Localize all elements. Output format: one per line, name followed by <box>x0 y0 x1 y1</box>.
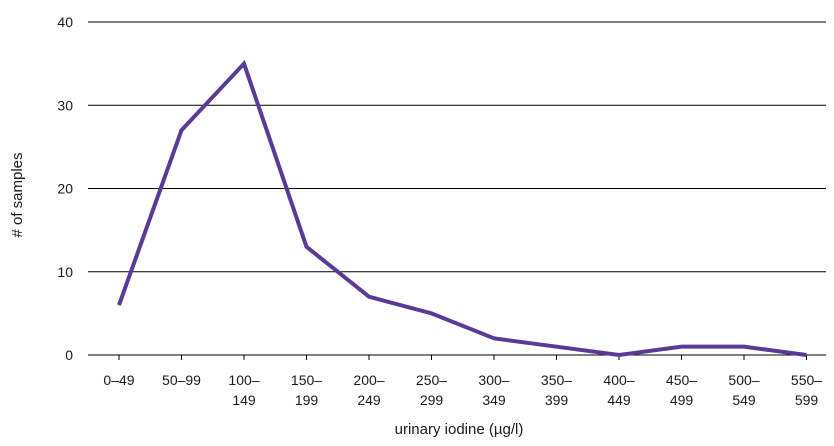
x-tick-label: 599 <box>795 392 819 408</box>
x-tick-label: 250– <box>416 372 447 388</box>
data-point <box>306 246 307 248</box>
x-tick-label: 500– <box>728 372 759 388</box>
x-tick-label: 349 <box>482 392 506 408</box>
x-tick-label: 350– <box>541 372 572 388</box>
x-tick-label: 550– <box>791 372 822 388</box>
y-tick-label: 20 <box>57 181 73 197</box>
y-tick-label: 10 <box>57 264 73 280</box>
data-point <box>743 346 745 348</box>
y-axis-ticks: 0 10 20 30 40 <box>57 14 73 363</box>
data-point <box>243 63 245 65</box>
x-tick-label: 149 <box>232 392 256 408</box>
x-tick-label: 249 <box>357 392 381 408</box>
x-tick-label: 399 <box>545 392 569 408</box>
data-point <box>806 354 807 356</box>
x-tick-label: 499 <box>670 392 694 408</box>
series-layer <box>117 59 807 358</box>
series-line <box>117 59 807 358</box>
x-tick-label: 450– <box>666 372 697 388</box>
x-axis-ticks: 0–49 50–99 100– 149 150– 199 200– 249 250– 299 300… <box>103 355 822 408</box>
x-tick-label: 50–99 <box>162 372 201 388</box>
data-point <box>118 304 120 306</box>
x-tick-label: 100– <box>228 372 259 388</box>
data-point <box>556 346 557 348</box>
y-tick-label: 30 <box>57 97 73 113</box>
gridlines <box>88 21 826 356</box>
x-tick-label: 300– <box>478 372 509 388</box>
data-point <box>431 312 432 314</box>
x-tick-label: 150– <box>291 372 322 388</box>
y-tick-label: 0 <box>65 347 73 363</box>
y-tick-label: 40 <box>57 14 73 30</box>
data-point <box>618 354 620 356</box>
data-point <box>681 346 682 348</box>
data-point <box>493 337 495 339</box>
data-point <box>181 129 182 131</box>
y-axis-title: # of samples <box>9 152 26 237</box>
x-tick-label: 400– <box>603 372 634 388</box>
x-axis-title: urinary iodine (µg/l) <box>395 421 524 438</box>
x-tick-label: 299 <box>420 392 444 408</box>
x-tick-label: 199 <box>295 392 319 408</box>
x-tick-label: 449 <box>607 392 631 408</box>
x-tick-label: 0–49 <box>103 372 134 388</box>
data-point <box>368 296 370 298</box>
x-tick-label: 549 <box>732 392 756 408</box>
x-tick-label: 200– <box>353 372 384 388</box>
